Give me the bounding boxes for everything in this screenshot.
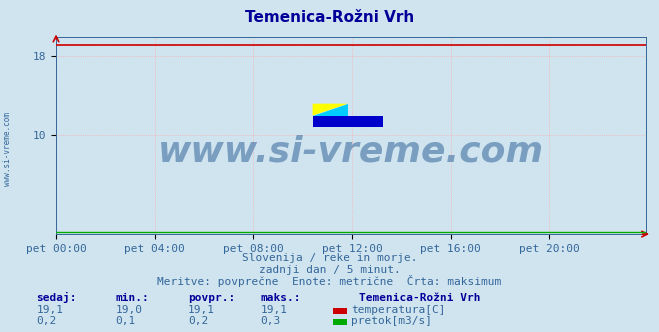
Text: sedaj:: sedaj:: [36, 292, 76, 303]
Text: Temenica-Rožni Vrh: Temenica-Rožni Vrh: [245, 10, 414, 25]
Text: Meritve: povprečne  Enote: metrične  Črta: maksimum: Meritve: povprečne Enote: metrične Črta:…: [158, 275, 501, 287]
Polygon shape: [312, 104, 348, 116]
Text: 19,1: 19,1: [36, 305, 63, 315]
Text: zadnji dan / 5 minut.: zadnji dan / 5 minut.: [258, 265, 401, 275]
Text: 19,1: 19,1: [188, 305, 215, 315]
Text: www.si-vreme.com: www.si-vreme.com: [158, 134, 544, 168]
FancyBboxPatch shape: [312, 116, 384, 127]
Text: 0,1: 0,1: [115, 316, 136, 326]
Text: 0,2: 0,2: [188, 316, 208, 326]
Text: povpr.:: povpr.:: [188, 293, 235, 303]
Text: 19,0: 19,0: [115, 305, 142, 315]
Text: maks.:: maks.:: [260, 293, 301, 303]
Text: 0,3: 0,3: [260, 316, 281, 326]
Text: 19,1: 19,1: [260, 305, 287, 315]
Text: www.si-vreme.com: www.si-vreme.com: [3, 113, 13, 186]
Text: Slovenija / reke in morje.: Slovenija / reke in morje.: [242, 253, 417, 263]
Text: Temenica-Rožni Vrh: Temenica-Rožni Vrh: [359, 293, 480, 303]
Text: min.:: min.:: [115, 293, 149, 303]
Text: pretok[m3/s]: pretok[m3/s]: [351, 316, 432, 326]
Polygon shape: [312, 104, 348, 116]
Text: temperatura[C]: temperatura[C]: [351, 305, 445, 315]
Text: 0,2: 0,2: [36, 316, 57, 326]
